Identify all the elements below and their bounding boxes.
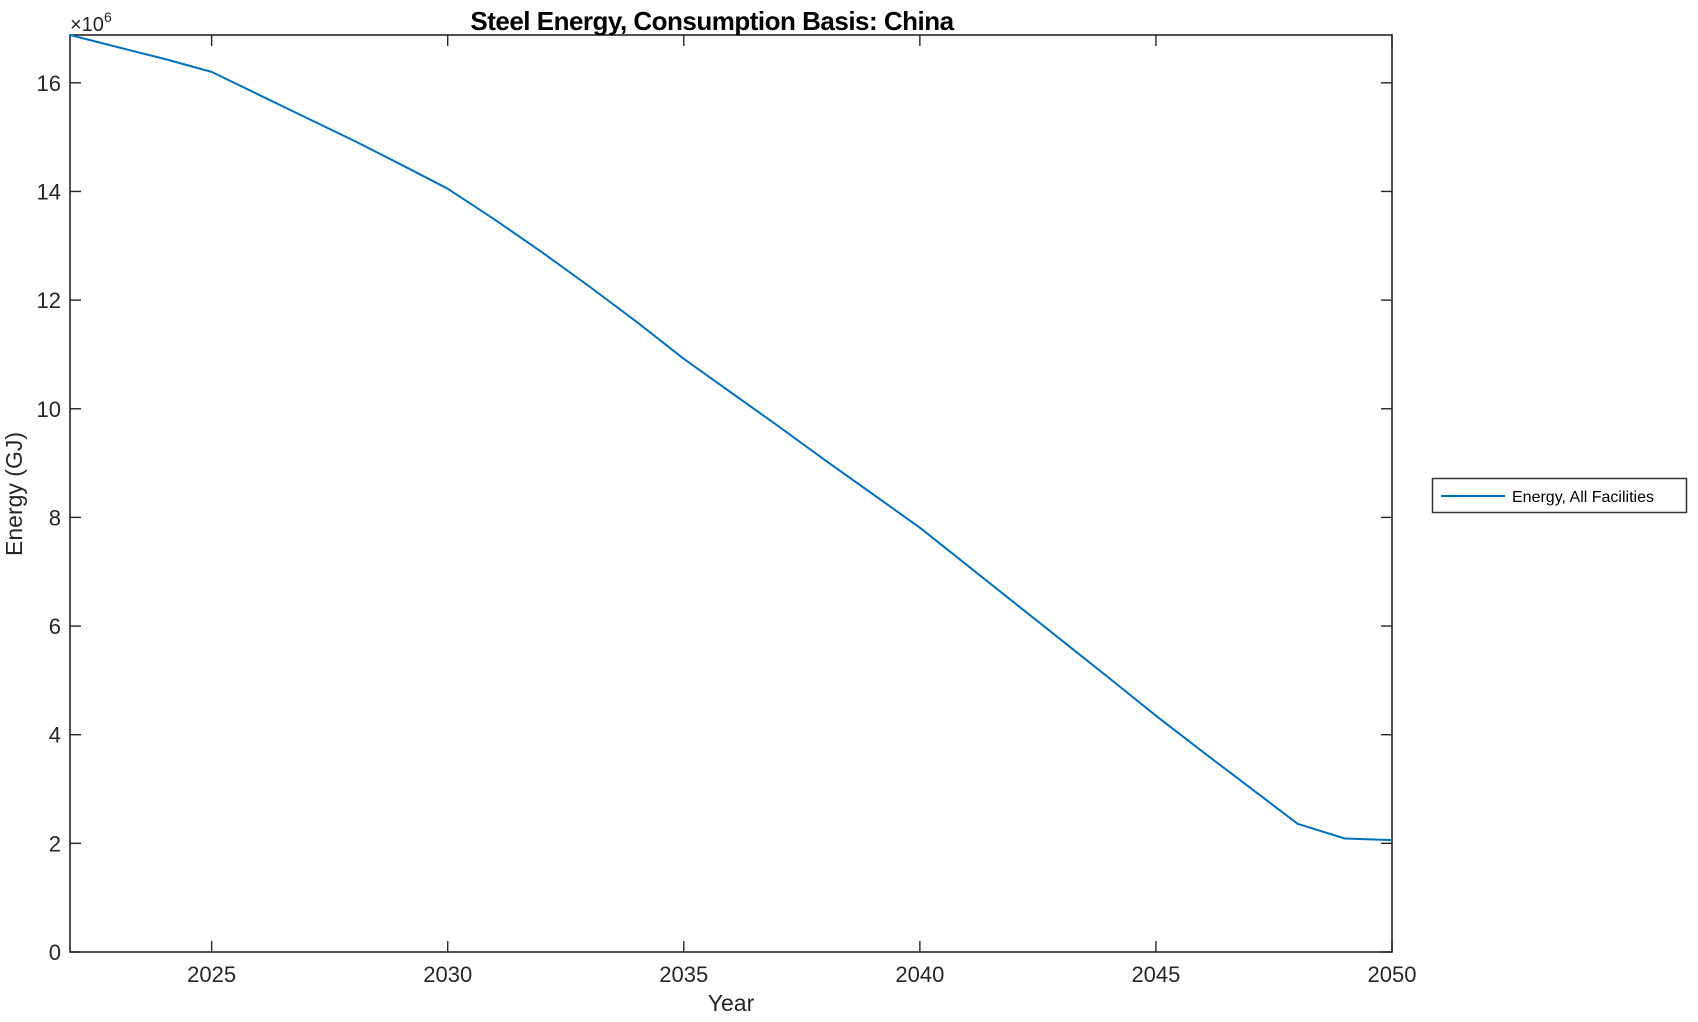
legend-label: Energy, All Facilities: [1512, 489, 1654, 506]
series-layer: [69, 34, 1393, 842]
x-axis-label: Year: [708, 990, 755, 1016]
y-tick-label: 0: [49, 940, 61, 965]
energy-series-line: [69, 34, 1393, 842]
y-axis-offset-base: ×10: [70, 14, 104, 36]
y-tick-label: 16: [37, 71, 61, 96]
y-tick-label: 12: [37, 288, 61, 313]
plot-box: [69, 34, 1393, 953]
chart-title: Steel Energy, Consumption Basis: China: [470, 6, 954, 36]
x-tick-label: 2040: [895, 962, 944, 987]
legend[interactable]: Energy, All Facilities: [1431, 477, 1688, 514]
y-tick-label: 10: [37, 397, 61, 422]
y-tick-label: 14: [37, 179, 61, 204]
x-tick-label: 2025: [187, 962, 236, 987]
axes-layer: 2025 2030 2035 2040 2045 2050 0 2 4 6 8 10 12 14 16: [37, 34, 1417, 987]
y-axis-offset-label: ×106: [70, 9, 112, 36]
y-tick-label: 8: [49, 505, 61, 530]
x-tick-label: 2030: [423, 962, 472, 987]
y-tick-label: 6: [49, 614, 61, 639]
x-tick-label: 2045: [1131, 962, 1180, 987]
y-tick-label: 2: [49, 831, 61, 856]
y-tick-label: 4: [49, 723, 61, 748]
y-axis-label: Energy (GJ): [1, 432, 27, 556]
y-axis-offset-exponent: 6: [104, 9, 112, 25]
x-tick-label: 2050: [1368, 962, 1417, 987]
x-tick-label: 2035: [659, 962, 708, 987]
